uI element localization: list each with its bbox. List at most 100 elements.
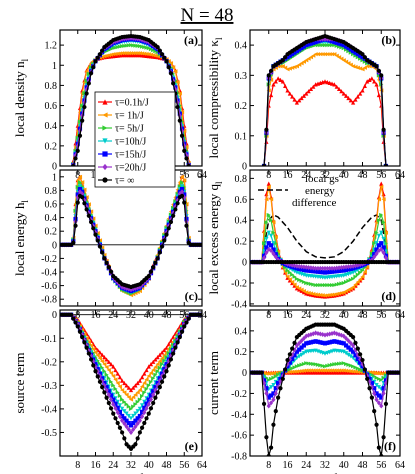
data-point (315, 362, 321, 367)
x-tick-label: 64 (395, 460, 405, 471)
data-point (122, 399, 127, 404)
data-point (86, 210, 91, 216)
data-point (77, 119, 83, 124)
data-point (341, 268, 346, 273)
data-point (91, 226, 96, 231)
data-point (93, 223, 98, 228)
data-point (159, 362, 165, 367)
plot-frame (59, 309, 203, 457)
data-point (120, 378, 125, 383)
data-point (358, 270, 363, 275)
y-axis-label-subscript: l (20, 58, 30, 61)
data-point (82, 104, 87, 110)
data-point (339, 361, 344, 366)
data-point (322, 52, 328, 57)
data-point (276, 380, 281, 386)
data-point (341, 264, 346, 270)
data-point (329, 81, 335, 86)
data-point (348, 363, 353, 368)
data-point (111, 46, 116, 51)
data-point (341, 361, 346, 366)
data-point (175, 80, 180, 85)
data-point (320, 265, 325, 271)
data-point (306, 42, 311, 47)
data-point (301, 279, 307, 285)
data-point (77, 329, 83, 334)
data-point (88, 219, 94, 225)
data-point (135, 409, 140, 414)
x-tick-label: 40 (339, 460, 349, 471)
data-point (360, 274, 365, 279)
data-point (146, 397, 151, 402)
x-tick-label: 32 (320, 310, 330, 321)
data-point (261, 370, 267, 376)
data-point (348, 340, 353, 346)
data-point (372, 390, 377, 396)
data-point (148, 362, 154, 367)
data-point (120, 51, 125, 56)
data-point (348, 347, 353, 352)
data-point (157, 385, 162, 390)
data-point (182, 148, 187, 153)
data-point (313, 368, 318, 373)
data-point (297, 340, 302, 346)
data-point (355, 356, 360, 362)
data-point (155, 362, 160, 367)
data-point (294, 276, 299, 281)
data-point (82, 340, 87, 345)
series-line (60, 187, 202, 292)
data-point (184, 201, 189, 207)
data-point (122, 421, 127, 427)
data-point (348, 369, 353, 374)
data-point (146, 364, 151, 369)
data-point (329, 52, 335, 57)
data-point (329, 339, 335, 344)
data-point (268, 218, 274, 223)
data-point (139, 425, 145, 430)
y-tick-label: 0.6 (45, 200, 58, 211)
data-point (117, 375, 123, 380)
y-tick-label: -0.6 (231, 431, 247, 442)
data-point (304, 341, 309, 346)
data-point (308, 41, 314, 46)
data-point (285, 274, 290, 279)
data-point (120, 430, 125, 435)
data-point (111, 411, 116, 416)
data-point (358, 53, 363, 58)
data-point (273, 234, 278, 240)
data-point (126, 385, 131, 390)
data-point (75, 192, 80, 197)
data-point (117, 425, 123, 430)
data-point (299, 345, 304, 350)
data-point (351, 335, 356, 340)
data-point (122, 380, 127, 386)
data-point (137, 51, 142, 56)
data-point (376, 218, 382, 223)
data-point (97, 379, 103, 384)
data-point (159, 379, 165, 384)
data-point (162, 374, 167, 379)
series-c-3 (60, 184, 202, 295)
data-point (339, 281, 344, 286)
data-point (80, 180, 85, 185)
data-point (153, 357, 158, 362)
data-point (280, 376, 285, 381)
data-point (278, 64, 283, 69)
data-point (133, 418, 138, 423)
data-point (144, 405, 149, 411)
y-tick-label: 0 (242, 368, 247, 379)
data-point (376, 385, 382, 390)
data-point (168, 219, 174, 225)
data-point (82, 90, 87, 96)
data-point (381, 250, 386, 256)
data-point (329, 269, 335, 274)
data-point (313, 269, 318, 274)
data-point (332, 362, 337, 367)
data-point (106, 389, 111, 394)
y-tick-label: 0.4 (235, 41, 248, 52)
data-point (374, 391, 379, 396)
data-point (117, 409, 123, 414)
data-point (334, 53, 339, 58)
data-point (268, 376, 274, 381)
